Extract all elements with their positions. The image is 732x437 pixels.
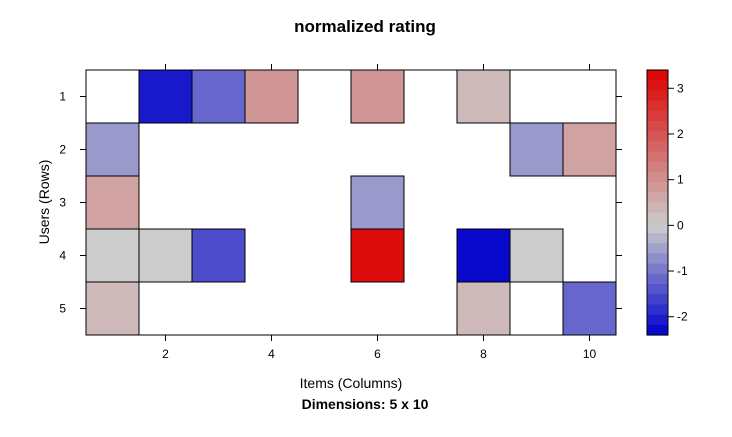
colorbar-step	[647, 304, 668, 316]
colorbar-step	[647, 233, 668, 244]
heatmap-cell	[350, 175, 405, 230]
heatmap-cell	[191, 228, 246, 283]
colorbar-step	[647, 182, 668, 193]
colorbar-step	[647, 151, 668, 163]
colorbar-step	[647, 253, 668, 265]
heatmap-cell	[456, 228, 511, 283]
colorbar-step	[647, 100, 668, 112]
colorbar-step	[647, 90, 668, 102]
heatmap-cell	[350, 69, 405, 124]
x-tick-label: 6	[374, 347, 381, 361]
colorbar-tick-label: 1	[677, 173, 684, 187]
heatmap-cell	[456, 69, 511, 124]
colorbar-tick-label: -1	[677, 264, 688, 278]
heatmap-cell	[85, 122, 140, 177]
colorbar-step	[647, 171, 668, 183]
colorbar-step	[647, 70, 668, 81]
colorbar-step	[647, 294, 668, 306]
x-tick-label: 4	[268, 347, 275, 361]
colorbar-step	[647, 80, 668, 91]
colorbar	[646, 69, 669, 336]
colorbar-step	[647, 141, 668, 153]
colorbar-tick-label: 2	[677, 127, 684, 141]
colorbar-step	[647, 263, 668, 275]
heatmap-cell	[191, 69, 246, 124]
y-tick-label: 1	[59, 90, 66, 104]
heatmap-cell	[350, 228, 405, 283]
y-axis-ticks: 1 2 3 4 5	[59, 90, 622, 316]
colorbar-tick-label: 0	[677, 218, 684, 232]
colorbar-frame	[646, 69, 669, 336]
colorbar-step	[647, 120, 668, 132]
y-axis-label: Users (Rows)	[36, 160, 52, 245]
colorbar-step	[647, 212, 668, 224]
colorbar-step	[647, 314, 668, 326]
colorbar-ticks: 3 2 1 0 -1 -2	[668, 81, 688, 324]
heatmap-cell	[85, 175, 140, 230]
heatmap-cells	[85, 69, 617, 336]
chart-subtitle: Dimensions: 5 x 10	[302, 396, 429, 412]
x-axis-label: Items (Columns)	[300, 375, 403, 391]
x-tick-label: 2	[162, 347, 169, 361]
chart-title: normalized rating	[294, 17, 436, 36]
colorbar-step	[647, 243, 668, 255]
colorbar-tick-label: 3	[677, 81, 684, 95]
y-tick-label: 4	[59, 249, 66, 263]
heatmap-cell	[562, 281, 617, 336]
heatmap-cell	[562, 122, 617, 177]
colorbar-step	[647, 324, 668, 336]
heatmap-cell	[85, 228, 140, 283]
colorbar-step	[647, 202, 668, 214]
colorbar-step	[647, 110, 668, 122]
y-tick-label: 3	[59, 196, 66, 210]
heatmap-cell	[85, 281, 140, 336]
colorbar-step	[647, 131, 668, 142]
y-tick-label: 5	[59, 302, 66, 316]
heatmap-cell	[244, 69, 299, 124]
heatmap-cell	[509, 228, 564, 283]
x-tick-label: 10	[583, 347, 597, 361]
colorbar-step	[647, 222, 668, 234]
x-tick-label: 8	[480, 347, 487, 361]
heatmap-cell	[138, 69, 193, 124]
colorbar-tick-label: -2	[677, 310, 688, 324]
heatmap-cell	[509, 122, 564, 177]
colorbar-step	[647, 273, 668, 285]
colorbar-step	[647, 161, 668, 173]
x-axis-ticks: 2 4 6 8 10	[162, 64, 596, 361]
y-tick-label: 2	[59, 143, 66, 157]
heatmap-cell	[456, 281, 511, 336]
colorbar-step	[647, 192, 668, 204]
heatmap-cell	[138, 228, 193, 283]
colorbar-step	[647, 284, 668, 295]
